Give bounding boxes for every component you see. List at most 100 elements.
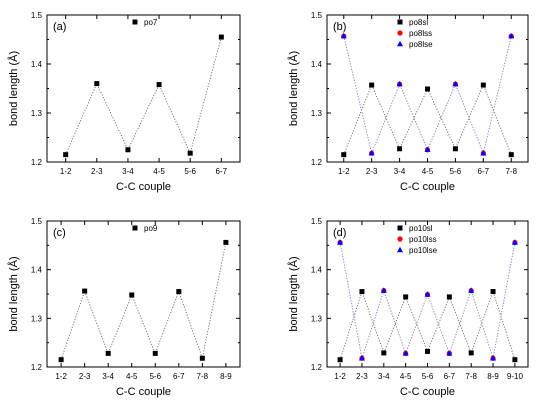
x-tick-label: 3-4: [122, 167, 134, 176]
data-point: [446, 294, 452, 300]
data-point: [446, 350, 453, 356]
data-point: [397, 146, 403, 152]
y-tick-label: 1.5: [31, 11, 43, 20]
x-tick-label: 5-6: [184, 167, 196, 176]
y-axis-title: bond length (Å): [7, 256, 20, 331]
y-tick-label: 1.3: [31, 314, 43, 323]
legend-label: po7: [144, 18, 158, 27]
data-point: [218, 34, 224, 40]
data-point: [452, 80, 459, 87]
x-tick-label: 1-2: [60, 167, 72, 176]
x-tick-label: 2-3: [79, 372, 91, 381]
legend-label: po8lse: [409, 40, 433, 49]
data-point: [94, 81, 100, 87]
data-point: [125, 147, 131, 153]
panel-label: (d): [333, 227, 346, 239]
data-point: [508, 32, 515, 39]
y-tick-label: 1.3: [311, 314, 323, 323]
y-tick-label: 1.4: [311, 60, 323, 69]
data-point: [176, 289, 182, 295]
x-tick-label: 3-4: [378, 372, 390, 381]
data-point: [63, 152, 69, 158]
y-tick-label: 1.3: [311, 109, 323, 118]
y-tick-label: 1.4: [31, 266, 43, 275]
y-tick-label: 1.2: [31, 158, 43, 167]
x-tick-label: 5-6: [450, 167, 462, 176]
y-tick-label: 1.5: [311, 11, 323, 20]
x-tick-label: 9-10: [507, 372, 524, 381]
panel-2: 1.2 1.3 1.4 1.5 1-2 2-3 3-4 4-5 5-6 6-7 7-8 C-C cou…: [287, 11, 529, 193]
data-point: [358, 355, 365, 361]
data-point: [380, 287, 387, 293]
data-point: [152, 350, 158, 356]
data-point: [452, 146, 458, 152]
x-axis-title: C-C couple: [400, 181, 455, 193]
x-tick-label: 1-2: [334, 372, 346, 381]
legend-label: po9: [144, 224, 158, 233]
panel-label: (a): [53, 21, 66, 33]
x-tick-label: 4-5: [126, 372, 138, 381]
plot-frame: [46, 14, 241, 163]
panel-1: 1.2 1.3 1.4 1.5 1-2 2-3 3-4 4-5 5-6 6-7 C-C couple…: [7, 11, 241, 193]
data-point: [82, 288, 88, 294]
x-tick-label: 2-3: [366, 167, 378, 176]
y-axis-title: bond length (Å): [287, 256, 300, 331]
data-point: [187, 150, 193, 156]
data-point: [511, 239, 518, 245]
data-point: [199, 355, 205, 361]
data-point: [337, 357, 343, 363]
data-point: [490, 289, 496, 295]
y-tick-label: 1.4: [311, 266, 323, 275]
x-tick-label: 8-9: [220, 372, 232, 381]
legend-marker: [397, 30, 403, 36]
data-point: [402, 350, 409, 356]
data-point: [129, 292, 135, 298]
data-point: [156, 82, 162, 88]
legend-marker: [397, 246, 403, 253]
y-axis-title: bond length (Å): [7, 51, 20, 126]
x-axis-title: C-C couple: [116, 181, 171, 193]
legend-marker: [397, 225, 403, 231]
data-point: [337, 239, 344, 245]
y-tick-label: 1.5: [311, 217, 323, 226]
x-tick-label: 1-2: [55, 372, 67, 381]
x-tick-label: 6-7: [444, 372, 456, 381]
data-point: [425, 348, 430, 354]
data-point: [58, 357, 64, 363]
data-point: [381, 350, 387, 356]
legend-label: po10lss: [409, 235, 437, 244]
data-point: [512, 357, 518, 363]
data-point: [490, 355, 497, 361]
x-tick-label: 3-4: [394, 167, 406, 176]
data-point: [368, 149, 375, 156]
x-tick-label: 8-9: [487, 372, 499, 381]
data-point: [340, 32, 347, 39]
x-axis-title: C-C couple: [400, 386, 455, 398]
series-line: [343, 35, 512, 155]
y-tick-label: 1.3: [31, 109, 43, 118]
series-line: [65, 36, 222, 155]
panel-4: 1.2 1.3 1.4 1.5 1-2 2-3 3-4 4-5 5-6 6-7 7-8 8-9 9-10…: [287, 217, 529, 398]
data-point: [425, 86, 430, 92]
series-line: [343, 35, 512, 155]
x-tick-label: 5-6: [422, 372, 434, 381]
series-line: [339, 242, 516, 359]
data-point: [223, 239, 229, 245]
x-tick-label: 1-2: [338, 167, 350, 176]
x-tick-label: 4-5: [422, 167, 434, 176]
x-tick-label: 2-3: [356, 372, 368, 381]
legend-marker: [397, 40, 403, 47]
legend-marker: [132, 19, 138, 25]
y-axis-title: bond length (Å): [287, 51, 300, 126]
data-point: [480, 149, 487, 156]
data-point: [508, 152, 514, 158]
y-tick-label: 1.2: [311, 158, 323, 167]
x-axis-title: C-C couple: [116, 386, 171, 398]
panel-3: 1.2 1.3 1.4 1.5 1-2 2-3 3-4 4-5 5-6 6-7 7-8 8-9 C-C …: [7, 217, 241, 398]
data-point: [359, 289, 365, 295]
data-point: [369, 82, 375, 88]
data-point: [480, 82, 486, 88]
legend-marker: [397, 236, 403, 242]
y-tick-label: 1.2: [311, 363, 323, 372]
